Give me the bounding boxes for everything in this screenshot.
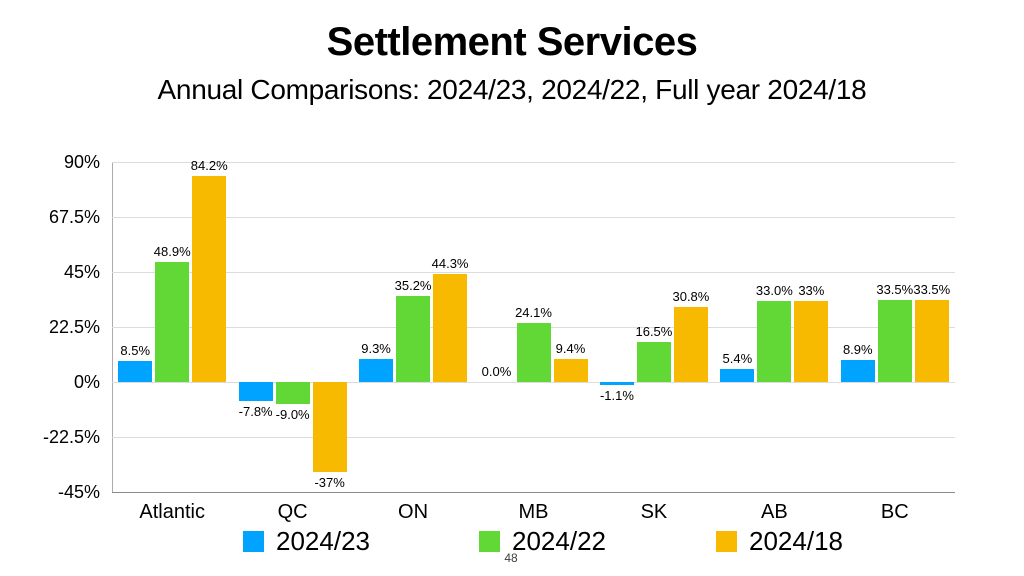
bar-value-label: 33.5% [913, 282, 951, 298]
bar-2024-22-ab [757, 301, 792, 382]
bar-2024-23-bc [840, 360, 875, 382]
bar-2024-18-mb [553, 359, 588, 382]
chart-subtitle: Annual Comparisons: 2024/23, 2024/22, Fu… [157, 74, 867, 105]
gridline [112, 437, 955, 438]
bar-value-label: 9.3% [361, 341, 391, 357]
bar-value-label: 24.1% [515, 305, 552, 321]
x-tick-label-atlantic: Atlantic [139, 501, 205, 523]
bar-2024-22-qc [275, 382, 310, 404]
bar-value-label: -37% [314, 475, 345, 491]
y-tick-label: 22.5% [48, 317, 100, 337]
gridline [112, 382, 955, 383]
bar-value-label: 16.5% [635, 323, 673, 339]
x-tick-label-sk: SK [640, 501, 668, 523]
bar-value-label: 48.9% [153, 244, 191, 260]
bar-2024-22-atlantic [155, 262, 190, 382]
legend-label: 2024/22 [512, 525, 606, 556]
bar-2024-22-sk [636, 341, 671, 382]
bar-value-label: 9.4% [555, 341, 586, 357]
bar-value-label: 0.0% [481, 364, 512, 379]
y-tick-label: 0% [73, 372, 100, 392]
bar-2024-22-bc [877, 300, 912, 382]
legend-swatch-icon [479, 530, 500, 552]
gridline [112, 217, 955, 218]
bar-value-label: 30.8% [672, 288, 710, 304]
bar-value-label: 8.5% [120, 343, 151, 359]
x-tick-label-mb: MB [518, 501, 549, 523]
bar-value-label: 35.2% [394, 277, 432, 293]
legend-item-2024-18: 2024/18 [716, 525, 843, 556]
bar-value-label: -1.1% [599, 387, 634, 403]
legend-item-2024-22: 2024/22 [479, 525, 606, 556]
bar-value-label: 33% [798, 283, 825, 299]
bar-value-label: 33.0% [755, 283, 793, 299]
bar-2024-23-atlantic [118, 361, 153, 382]
plot-area [112, 162, 955, 493]
bar-value-label: 84.2% [190, 158, 228, 174]
bar-2024-22-mb [516, 323, 551, 382]
bar-2024-23-qc [238, 382, 273, 402]
y-tick-label: 90% [63, 152, 100, 172]
bar-2024-18-atlantic [192, 176, 227, 382]
bar-value-label: -9.0% [275, 407, 310, 422]
y-tick-label: -45% [57, 482, 100, 502]
y-tick-label: 45% [63, 262, 100, 282]
x-tick-label-qc: QC [277, 501, 308, 523]
y-tick-label: -22.5% [42, 427, 100, 447]
page-number: 48 [504, 551, 518, 565]
x-axis-line [112, 492, 955, 493]
bar-2024-23-ab [720, 368, 755, 382]
legend-label: 2024/23 [276, 525, 370, 556]
bar-value-label: 5.4% [722, 350, 753, 366]
bar-value-label: 33.5% [876, 282, 914, 298]
x-tick-label-on: ON [398, 501, 429, 523]
bar-2024-23-on [359, 359, 394, 382]
legend-swatch-icon [716, 530, 737, 552]
bar-2024-18-bc [914, 300, 949, 382]
bar-2024-18-on [433, 273, 468, 382]
legend-label: 2024/18 [749, 525, 843, 556]
bar-2024-23-sk [599, 382, 634, 385]
bar-2024-18-sk [673, 306, 708, 382]
bar-2024-22-on [396, 295, 431, 382]
bar-2024-18-ab [794, 301, 829, 382]
legend-item-2024-23: 2024/23 [243, 525, 370, 556]
gridline [112, 162, 955, 163]
bar-value-label: -7.8% [238, 404, 273, 420]
bar-2024-18-qc [312, 382, 347, 473]
x-tick-label-ab: AB [761, 501, 788, 523]
x-tick-label-bc: BC [880, 501, 909, 523]
legend-swatch-icon [243, 530, 264, 552]
bar-value-label: 44.3% [431, 255, 469, 271]
bar-value-label: 8.9% [842, 342, 873, 358]
gridline [112, 272, 955, 273]
y-tick-label: 67.5% [48, 207, 100, 227]
chart-title: Settlement Services [326, 20, 698, 64]
